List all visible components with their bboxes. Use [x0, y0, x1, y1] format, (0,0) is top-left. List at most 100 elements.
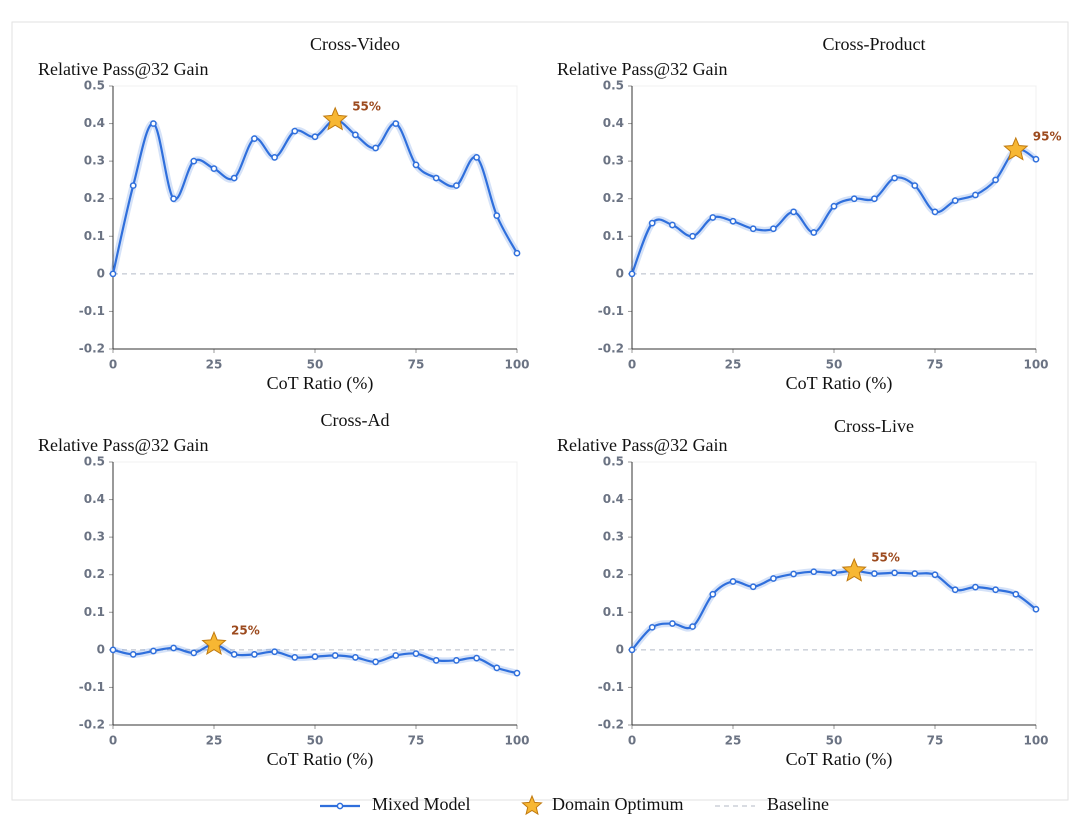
- point: [372, 144, 379, 152]
- y-tick-label: -0.1: [598, 304, 624, 318]
- plot-area: [112, 85, 518, 350]
- point: [432, 174, 440, 182]
- point: [992, 586, 999, 594]
- point: [931, 571, 939, 579]
- point: [453, 182, 460, 189]
- x-tick-label: 100: [1023, 358, 1048, 372]
- point: [951, 586, 959, 594]
- y-tick-label: 0.2: [84, 191, 105, 205]
- point: [150, 647, 157, 655]
- x-tick-label: 100: [1023, 734, 1048, 748]
- y-tick-label: 0.5: [84, 79, 105, 93]
- line-glow: [628, 145, 1038, 276]
- point: [911, 182, 919, 189]
- point: [810, 229, 818, 236]
- frame: [11, 21, 1069, 801]
- x-tick-label: 0: [109, 734, 117, 748]
- point: [709, 590, 717, 598]
- y-tick-label: 0.4: [84, 492, 105, 506]
- y-tick-label: 0.3: [84, 530, 105, 544]
- point: [830, 202, 838, 210]
- y-tick-label: 0.3: [603, 154, 624, 168]
- point: [392, 652, 400, 659]
- point: [311, 653, 319, 660]
- y-tick-label: -0.2: [598, 342, 624, 356]
- optimum-label: 25%: [231, 624, 260, 638]
- x-tick-label: 75: [927, 734, 944, 748]
- optimum-star: [841, 557, 867, 582]
- y-tick-label: 0.1: [84, 605, 105, 619]
- legend-label: Mixed Model: [372, 794, 471, 814]
- point: [871, 195, 878, 203]
- point: [669, 221, 676, 229]
- optimum-label: 55%: [352, 99, 381, 113]
- point: [1032, 605, 1040, 613]
- y-tick-label: -0.1: [79, 680, 105, 694]
- legend-star: [521, 794, 543, 816]
- x-tick-label: 25: [206, 358, 223, 372]
- point: [628, 646, 636, 654]
- point: [352, 654, 359, 661]
- y-tick-label: 0: [97, 266, 105, 280]
- x-axis-label: CoT Ratio (%): [267, 749, 374, 770]
- point: [352, 131, 359, 139]
- point: [648, 623, 656, 631]
- point: [513, 669, 521, 677]
- point: [432, 657, 440, 664]
- y-axis-label: Relative Pass@32 Gain: [557, 435, 728, 455]
- point: [109, 270, 117, 278]
- optimum-star: [201, 630, 227, 655]
- point: [810, 568, 818, 576]
- point: [190, 649, 198, 657]
- y-tick-label: 0: [616, 642, 624, 656]
- x-tick-label: 25: [725, 734, 742, 748]
- line: [630, 148, 1037, 275]
- point: [992, 176, 999, 184]
- plot-area: [112, 461, 518, 726]
- point: [689, 623, 696, 630]
- x-tick-label: 50: [826, 734, 843, 748]
- point: [291, 654, 299, 661]
- x-tick-label: 75: [408, 358, 425, 372]
- point: [129, 651, 137, 658]
- optimum-star: [322, 106, 348, 131]
- x-axis-label: CoT Ratio (%): [267, 373, 374, 394]
- y-axis-label: Relative Pass@32 Gain: [557, 59, 728, 79]
- y-tick-label: 0.1: [603, 229, 624, 243]
- x-axis-label: CoT Ratio (%): [786, 749, 893, 770]
- line: [631, 569, 1037, 651]
- chart-title: Cross-Product: [823, 34, 926, 54]
- y-tick-label: 0.2: [603, 567, 624, 581]
- point: [493, 212, 501, 219]
- point: [453, 657, 460, 664]
- y-tick-label: 0: [97, 642, 105, 656]
- chart-title: Cross-Ad: [320, 410, 389, 430]
- point: [951, 197, 959, 204]
- point: [190, 157, 198, 165]
- chart-title: Cross-Live: [834, 416, 914, 436]
- point: [210, 165, 218, 173]
- point: [790, 208, 797, 216]
- x-tick-label: 75: [927, 358, 944, 372]
- point: [729, 578, 737, 585]
- plot-area: [631, 461, 1037, 726]
- point: [251, 651, 258, 658]
- point: [392, 120, 400, 127]
- point: [749, 583, 757, 591]
- point: [311, 133, 319, 141]
- x-tick-label: 50: [307, 734, 324, 748]
- plot-area: [631, 85, 1037, 350]
- point: [372, 658, 379, 666]
- x-axis-label: CoT Ratio (%): [786, 373, 893, 394]
- y-tick-label: 0.4: [84, 116, 105, 130]
- point: [412, 161, 420, 169]
- point: [911, 570, 919, 577]
- point: [729, 217, 737, 225]
- point: [891, 174, 898, 182]
- y-tick-label: -0.2: [79, 718, 105, 732]
- y-tick-label: 0.5: [603, 455, 624, 469]
- legend-label: Domain Optimum: [552, 794, 684, 814]
- legend-point: [336, 802, 344, 810]
- optimum-label: 95%: [1033, 129, 1062, 143]
